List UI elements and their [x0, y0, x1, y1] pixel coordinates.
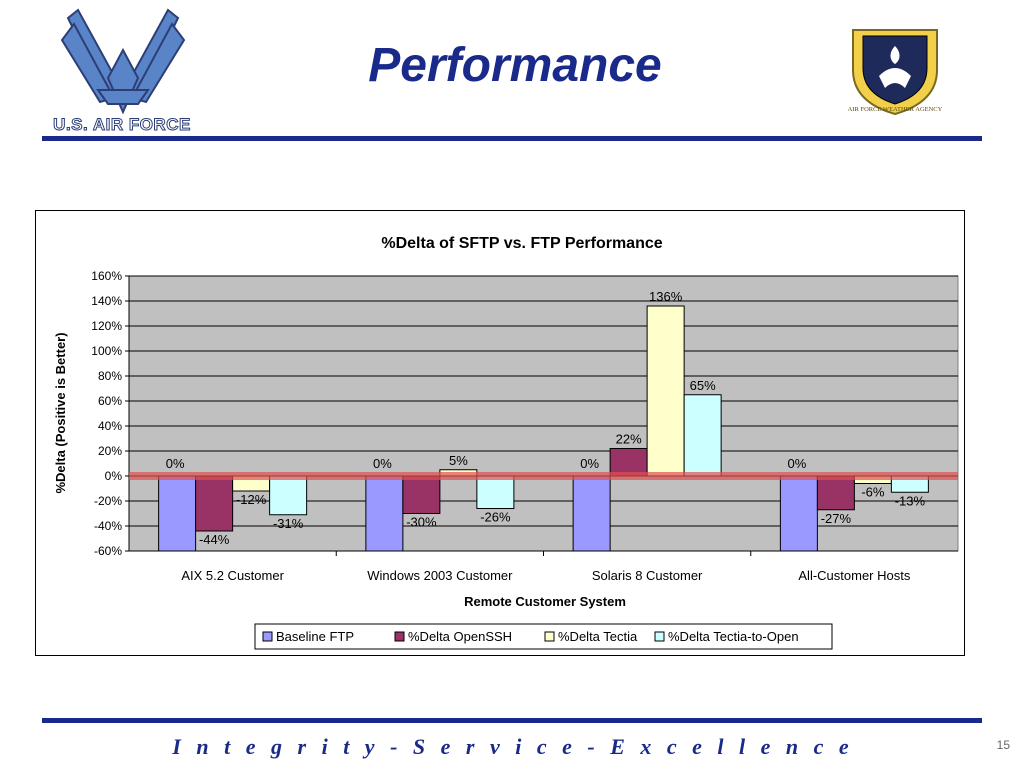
- bar: [816, 475, 855, 511]
- bar: [572, 475, 611, 552]
- legend-box: [254, 623, 833, 650]
- weather-agency-seal-text: AIR FORCE WEATHER AGENCY: [848, 106, 943, 113]
- bar: [683, 394, 722, 477]
- header-divider: [42, 136, 982, 141]
- legend-swatch: [262, 631, 273, 642]
- y-tick-label: 160%: [91, 269, 122, 283]
- legend-label: %Delta Tectia: [558, 629, 638, 644]
- data-label: 136%: [649, 289, 683, 304]
- bar-chart: %Delta of SFTP vs. FTP Performance %Delt…: [53, 235, 959, 650]
- data-label: 0%: [166, 456, 185, 471]
- bar: [195, 475, 234, 532]
- data-label: 65%: [690, 378, 716, 393]
- data-label: -13%: [895, 493, 926, 508]
- weather-agency-seal-icon: AIR FORCE WEATHER AGENCY: [848, 29, 943, 116]
- y-tick-label: 80%: [98, 369, 122, 383]
- legend-label: %Delta Tectia-to-Open: [668, 629, 799, 644]
- y-tick-label: -60%: [94, 544, 122, 558]
- y-tick-label: 140%: [91, 294, 122, 308]
- data-label: 5%: [449, 453, 468, 468]
- y-axis-label: %Delta (Positive is Better): [53, 332, 68, 493]
- bar: [779, 475, 818, 552]
- bar: [158, 475, 197, 552]
- y-tick-label: 60%: [98, 394, 122, 408]
- data-label: 22%: [616, 432, 642, 447]
- x-tick-label: All-Customer Hosts: [798, 568, 910, 583]
- data-label: -27%: [821, 511, 852, 526]
- legend-swatch: [544, 631, 555, 642]
- data-label: -6%: [861, 485, 885, 500]
- x-tick-label: AIX 5.2 Customer: [181, 568, 284, 583]
- data-label: -30%: [406, 515, 437, 530]
- chart-title: %Delta of SFTP vs. FTP Performance: [381, 235, 662, 252]
- page-number: 15: [996, 738, 1010, 752]
- y-tick-label: 20%: [98, 444, 122, 458]
- y-tick-label: 120%: [91, 319, 122, 333]
- legend-swatch: [654, 631, 665, 642]
- legend-label: %Delta OpenSSH: [408, 629, 512, 644]
- data-label: -26%: [480, 510, 511, 525]
- zero-reference-line: [129, 472, 958, 480]
- bar: [402, 475, 441, 514]
- footer-motto: I n t e g r i t y - S e r v i c e - E x …: [172, 734, 852, 759]
- data-label: -31%: [273, 516, 304, 531]
- y-tick-label: 0%: [105, 469, 123, 483]
- y-tick-label: -40%: [94, 519, 122, 533]
- x-tick-label: Solaris 8 Customer: [592, 568, 703, 583]
- y-tick-label: 40%: [98, 419, 122, 433]
- data-label: -44%: [199, 532, 230, 547]
- bar: [609, 448, 648, 477]
- footer-divider: [42, 718, 982, 723]
- data-label: 0%: [787, 456, 806, 471]
- slide-title: Performance: [368, 39, 662, 92]
- bar: [365, 475, 404, 552]
- x-axis-label: Remote Customer System: [464, 594, 626, 609]
- y-tick-label: 100%: [91, 344, 122, 358]
- x-tick-label: Windows 2003 Customer: [367, 568, 513, 583]
- legend-label: Baseline FTP: [276, 629, 354, 644]
- bar: [646, 305, 685, 477]
- data-label: 0%: [580, 456, 599, 471]
- data-label: 0%: [373, 456, 392, 471]
- bar: [476, 475, 515, 509]
- legend-swatch: [394, 631, 405, 642]
- bar: [269, 475, 308, 516]
- air-force-wings-icon: [60, 8, 186, 115]
- air-force-logo-text: U.S. AIR FORCE: [53, 115, 191, 135]
- data-label: -12%: [236, 492, 267, 507]
- y-tick-label: -20%: [94, 494, 122, 508]
